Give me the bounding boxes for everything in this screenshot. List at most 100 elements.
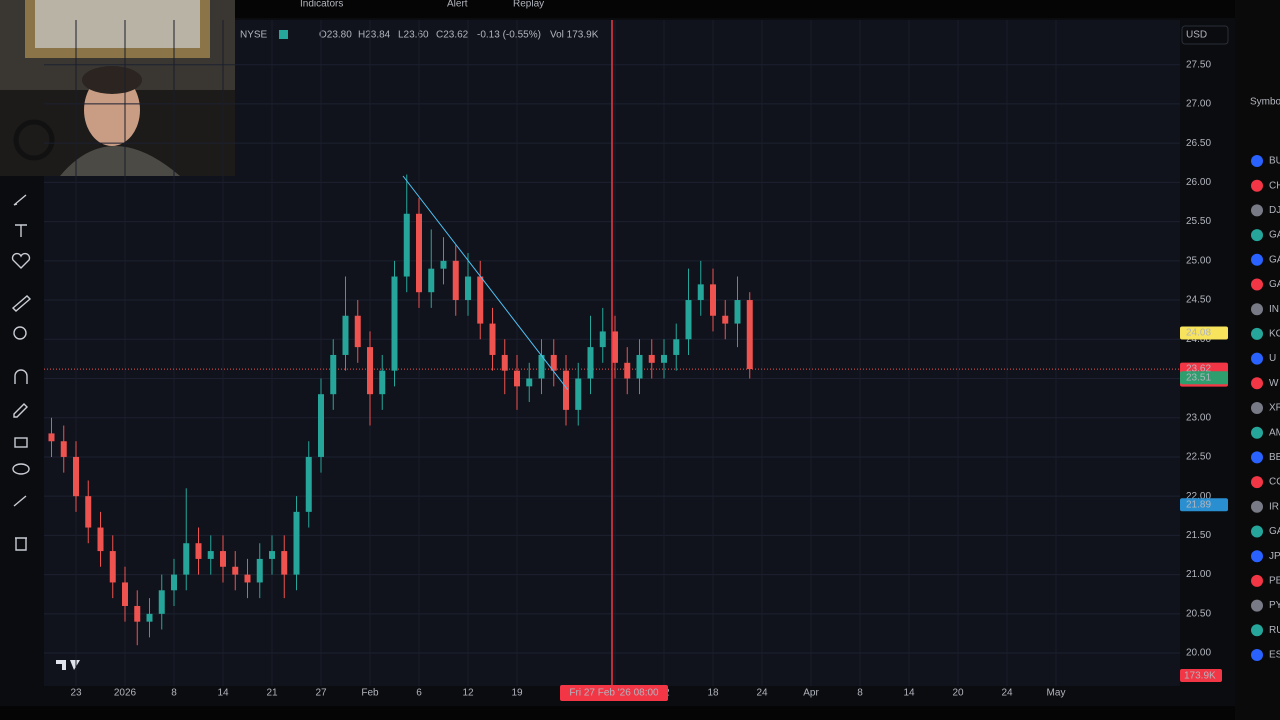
candle-body <box>244 574 251 583</box>
candle-body <box>673 339 680 355</box>
watchlist-symbol[interactable]: PY <box>1269 600 1280 611</box>
candle-body <box>48 433 55 442</box>
candle-body <box>612 331 618 363</box>
x-tick-label: 14 <box>217 688 229 699</box>
symbol-icon <box>1251 253 1263 266</box>
tool-icon[interactable] <box>15 224 27 237</box>
candle-body <box>305 456 312 512</box>
watchlist-symbol[interactable]: JP <box>1269 551 1280 562</box>
candle-body <box>158 590 165 614</box>
bottom-bar <box>0 706 1235 720</box>
candle-body <box>575 378 582 410</box>
y-tick-label: 22.50 <box>1186 452 1211 463</box>
legend-close: C23.62 <box>436 30 469 41</box>
tool-icon[interactable] <box>13 326 27 340</box>
watchlist-symbol[interactable]: U <box>1269 353 1276 364</box>
candle-body <box>722 315 729 324</box>
symbol-icon <box>1251 377 1263 390</box>
legend-volume: Vol 173.9K <box>550 30 599 41</box>
top-toolbar <box>0 0 1280 18</box>
watchlist-symbol[interactable]: BU <box>1269 156 1280 167</box>
tool-icon[interactable] <box>13 194 27 206</box>
tool-icon[interactable] <box>13 403 28 418</box>
y-tick-label: 26.00 <box>1186 177 1211 188</box>
symbol-icon <box>1251 426 1263 439</box>
tool-icon[interactable] <box>14 369 28 384</box>
toolbar-item[interactable]: Alert <box>447 0 468 10</box>
candle-body <box>465 276 471 301</box>
candle-body <box>636 354 643 379</box>
x-tick-label: 21 <box>266 688 278 699</box>
watchlist-symbol[interactable]: ES <box>1269 650 1280 661</box>
price-label: 23.62 <box>1186 364 1211 375</box>
symbol-icon <box>1251 303 1263 316</box>
tool-icon[interactable] <box>11 295 32 312</box>
x-tick-label: Feb <box>361 688 379 699</box>
watchlist-symbol[interactable]: CO <box>1269 477 1280 488</box>
price-label: 21.89 <box>1186 499 1211 510</box>
toolbar-item[interactable]: Indicators <box>300 0 343 10</box>
watchlist-symbol[interactable]: GA <box>1269 279 1280 290</box>
tool-icon[interactable] <box>14 437 28 448</box>
watchlist-symbol[interactable]: BE <box>1269 452 1280 463</box>
exchange: NYSE <box>240 30 268 41</box>
candle-body <box>60 441 67 457</box>
tool-icon[interactable] <box>11 252 31 269</box>
x-tick-label: 6 <box>416 688 422 699</box>
candle-body <box>514 370 520 387</box>
candle-body <box>648 354 655 363</box>
currency-button[interactable] <box>1181 25 1229 45</box>
toolbar-item[interactable]: Replay <box>513 0 544 10</box>
symbol-icon <box>1251 500 1263 513</box>
symbol-icon <box>1251 624 1263 637</box>
legend-open: O23.80 <box>319 30 352 41</box>
y-tick-label: 25.00 <box>1186 255 1211 266</box>
watchlist-symbol[interactable]: DJ <box>1269 205 1280 216</box>
watchlist-symbol[interactable]: GA <box>1269 230 1280 241</box>
candle-body <box>318 394 324 457</box>
candle-body <box>342 315 349 355</box>
y-tick-label: 23.00 <box>1186 412 1211 423</box>
watchlist-symbol[interactable]: PE <box>1269 576 1280 587</box>
tool-icon[interactable] <box>13 495 27 507</box>
candle-body <box>171 574 177 591</box>
candle-body <box>232 566 239 575</box>
candle-body <box>85 496 92 528</box>
candle-body <box>746 300 753 370</box>
watchlist-symbol[interactable]: RU <box>1269 625 1280 636</box>
watchlist-symbol[interactable]: IR <box>1269 501 1279 512</box>
trend-line <box>402 175 569 391</box>
candle-body <box>220 551 226 567</box>
candle-body <box>599 331 606 348</box>
tool-icon[interactable] <box>15 537 27 551</box>
watchlist-symbol[interactable]: W <box>1269 378 1279 389</box>
watchlist-symbol[interactable]: AM <box>1269 427 1280 438</box>
x-tick-label: 19 <box>511 688 523 699</box>
watchlist-symbol[interactable]: GA <box>1269 254 1280 265</box>
watchlist-symbol[interactable]: IN <box>1269 304 1279 315</box>
candle-body <box>697 284 704 301</box>
symbol-icon <box>1251 278 1263 291</box>
candle-body <box>538 354 545 379</box>
currency[interactable]: USD <box>1186 30 1207 41</box>
y-tick-label: 25.50 <box>1186 216 1211 227</box>
symbol-icon <box>1251 525 1263 538</box>
watchlist-header: Symbo <box>1250 97 1280 108</box>
candle-body <box>183 543 190 575</box>
tool-icon[interactable] <box>12 463 30 475</box>
webcam-overlay <box>0 0 235 176</box>
watchlist-symbol[interactable]: CH <box>1269 180 1280 191</box>
x-tick-label: 2026 <box>114 688 137 699</box>
symbol-icon <box>1251 155 1263 167</box>
watchlist-symbol[interactable]: XR <box>1269 403 1280 414</box>
candle-body <box>501 354 508 371</box>
candle-body <box>73 456 79 497</box>
candle-body <box>452 260 459 301</box>
watchlist-symbol[interactable]: KO <box>1269 329 1280 340</box>
candle-body <box>685 300 692 340</box>
candle-body <box>734 300 741 324</box>
candle-body <box>710 284 716 316</box>
y-tick-label: 27.50 <box>1186 59 1211 70</box>
watchlist-symbol[interactable]: GA <box>1269 526 1280 537</box>
symbol-icon <box>1251 451 1263 464</box>
